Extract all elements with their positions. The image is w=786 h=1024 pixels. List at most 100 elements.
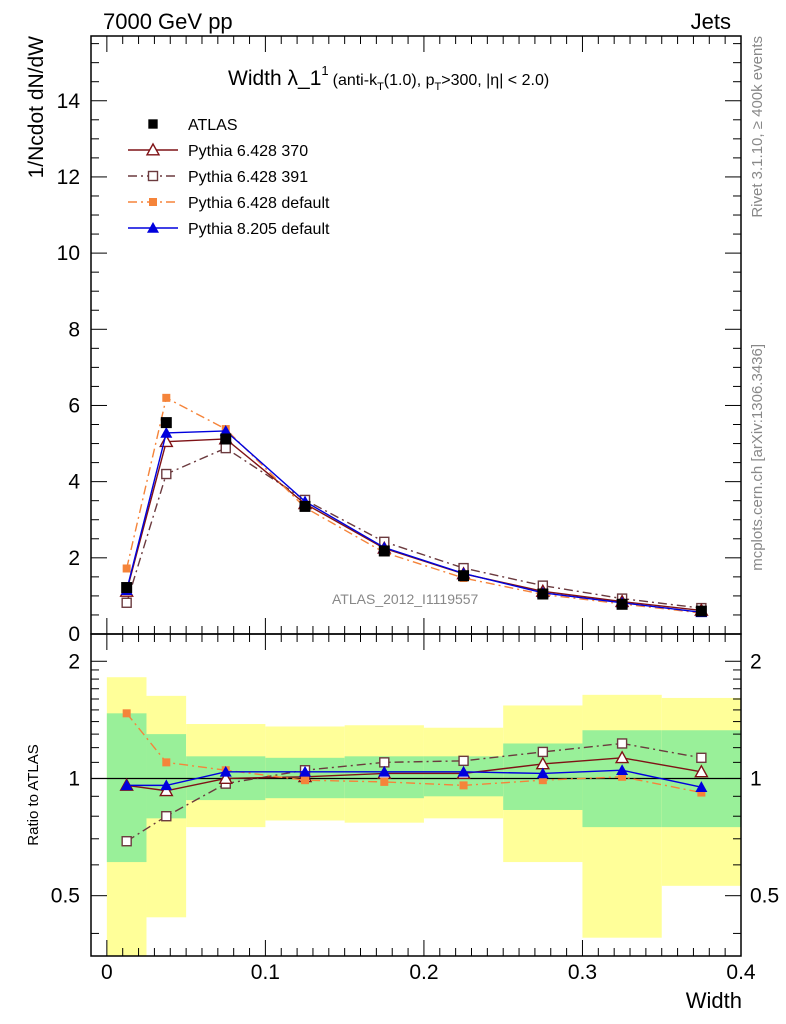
ratio-point-pythia-8-205-default (120, 779, 133, 791)
ratio-point-pythia-6-428-391 (537, 746, 549, 758)
ratio-bands (106, 677, 741, 956)
main-point-pythia-6-428-default (122, 564, 131, 573)
rivet-label: Rivet 3.1.10, ≥ 400k events (749, 36, 766, 218)
main-y-tick-label: 14 (57, 90, 81, 113)
plot-title-sup: 1 (321, 63, 328, 78)
x-tick-label: 0.1 (251, 961, 280, 984)
main-point-atlas (378, 545, 390, 557)
main-point-atlas (299, 500, 311, 512)
legend-label-atlas: ATLAS (188, 117, 238, 134)
ratio-point-pythia-6-428-391 (458, 755, 469, 767)
plot-title-main: Width λ_1 (228, 67, 321, 90)
legend-item-pythia-6-428-default: Pythia 6.428 default (128, 195, 330, 212)
x-tick-label: 0.3 (568, 961, 597, 984)
main-point-atlas (537, 588, 549, 600)
ratio-x-ticks: 0 0.1 0.2 0.3 0.4 (101, 634, 756, 984)
main-panel: 0 2 4 6 8 10 12 14 1/Ncdot dN/dW Width λ_11 (ant… (25, 35, 742, 646)
main-y-tick-label: 10 (57, 242, 80, 265)
ratio-series (119, 709, 709, 847)
main-point-pythia-8-205-default (219, 424, 232, 436)
ratio-point-pythia-8-205-default (536, 767, 549, 779)
main-point-atlas (695, 605, 707, 617)
main-point-pythia-6-428-391 (220, 442, 231, 454)
main-y-ticks: 0 2 4 6 8 10 12 14 (57, 90, 741, 646)
main-point-atlas (160, 417, 172, 429)
main-point-atlas (616, 598, 628, 610)
main-y-axis-label: 1/Ncdot dN/dW (25, 36, 48, 179)
ratio-point-pythia-6-428-default (538, 776, 547, 785)
legend-marker-atlas (148, 119, 158, 129)
ratio-y-ticks: 0.5 0.5 1 1 2 2 (51, 650, 779, 934)
ratio-point-pythia-6-428-default (697, 788, 706, 797)
plot-title-suffix-2: (1.0), p (384, 72, 435, 89)
ratio-point-pythia-6-428-default (459, 781, 468, 790)
ratio-point-pythia-6-428-default (380, 777, 389, 786)
ratio-point-pythia-8-205-default (219, 765, 232, 777)
ratio-point-pythia-8-205-default (457, 765, 470, 777)
main-y-tick-label: 8 (68, 318, 80, 341)
analysis-watermark: ATLAS_2012_I1119557 (332, 591, 479, 607)
x-tick-label: 0.2 (409, 961, 438, 984)
main-series-pythia-8-205-default (120, 424, 708, 618)
main-y-tick-label: 2 (68, 547, 80, 570)
main-point-pythia-6-428-391 (121, 597, 132, 608)
ratio-point-pythia-8-205-default (160, 779, 173, 791)
ratio-y-tick-label-right: 1 (750, 767, 762, 790)
main-series-pythia-6-428-391 (121, 442, 707, 614)
main-series-atlas (121, 417, 707, 617)
ratio-point-pythia-6-428-default (162, 758, 171, 767)
plot-title-sub-2: T (434, 81, 441, 93)
plot-title-sub-1: T (377, 81, 384, 93)
ratio-point-pythia-8-205-default (616, 764, 629, 776)
legend-item-pythia-8-205-default: Pythia 8.205 default (128, 221, 330, 238)
legend-marker-pythia-6-428-default (149, 198, 157, 206)
main-series (119, 393, 709, 618)
ratio-point-pythia-6-428-default (301, 776, 310, 785)
band-green-bin (146, 734, 187, 819)
legend-marker-pythia-8-205-default (147, 222, 159, 233)
header-left-label: 7000 GeV pp (103, 9, 233, 34)
main-point-atlas (220, 433, 232, 445)
main-point-atlas (458, 570, 470, 582)
header-right-label: Jets (691, 9, 731, 34)
ratio-point-pythia-6-428-370 (694, 764, 709, 778)
main-series-pythia-6-428-370 (119, 431, 709, 616)
ratio-point-pythia-6-428-391 (379, 757, 390, 768)
main-x-ticks (106, 36, 742, 634)
main-y-tick-label: 0 (68, 623, 80, 646)
ratio-point-pythia-6-428-370 (614, 750, 630, 764)
ratio-point-pythia-8-205-default (299, 765, 312, 777)
ratio-point-pythia-6-428-391 (696, 752, 707, 764)
ratio-y-tick-label-left: 2 (68, 650, 80, 673)
ratio-point-pythia-6-428-default (618, 772, 627, 781)
legend-marker-pythia-6-428-391 (147, 170, 159, 182)
plot-title-suffix-1: (anti-k (333, 72, 378, 89)
main-line-pythia-6-428-370 (125, 438, 702, 612)
ratio-line-pythia-6-428-default (126, 712, 702, 794)
ratio-point-pythia-6-428-391 (161, 811, 172, 822)
ratio-y-tick-label-left: 1 (68, 767, 80, 790)
ratio-y-tick-label-left: 0.5 (51, 885, 80, 908)
main-y-tick-label: 12 (57, 166, 80, 189)
ratio-frame (90, 633, 742, 957)
legend-label-pythia-6-428-370: Pythia 6.428 370 (188, 143, 308, 160)
plot-title-suffix-3: >300, |η| < 2.0) (441, 72, 549, 89)
main-y-tick-label: 4 (68, 471, 80, 494)
mcplots-label: mcplots.cern.ch [arXiv:1306.3436] (749, 344, 766, 571)
x-tick-label: 0.4 (726, 961, 756, 984)
main-y-minor-ticks (91, 43, 741, 616)
x-axis-label: Width (686, 988, 742, 1013)
legend-label-pythia-6-428-391: Pythia 6.428 391 (188, 169, 308, 186)
main-point-pythia-6-428-default (162, 393, 171, 402)
ratio-panel: 0.5 0.51 12 2 0 0.1 0.2 0.3 0.4 Ratio to ATLAS … (25, 633, 779, 1013)
main-point-pythia-6-428-391 (161, 468, 172, 480)
legend-label-pythia-6-428-default: Pythia 6.428 default (188, 195, 330, 212)
legend-label-pythia-8-205-default: Pythia 8.205 default (188, 221, 330, 238)
ratio-point-pythia-6-428-391 (616, 738, 628, 749)
main-point-atlas (121, 582, 133, 594)
ratio-point-pythia-6-428-370 (218, 771, 233, 784)
legend-item-atlas: ATLAS (148, 117, 238, 134)
ratio-series-pythia-8-205-default (120, 764, 708, 792)
main-y-tick-label: 6 (68, 394, 80, 417)
